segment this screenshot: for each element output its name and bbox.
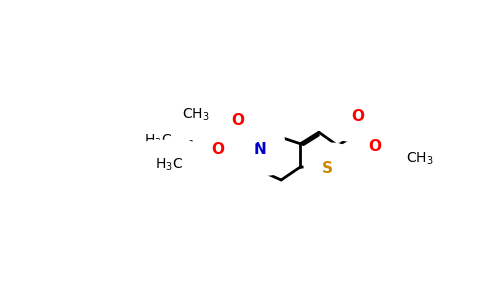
Text: S: S <box>322 161 333 176</box>
Text: O: O <box>231 113 244 128</box>
Text: O: O <box>211 142 224 158</box>
Text: H$_3$C: H$_3$C <box>155 156 183 173</box>
Text: CH$_3$: CH$_3$ <box>406 151 434 167</box>
Text: O: O <box>351 109 364 124</box>
Text: N: N <box>254 142 267 158</box>
Text: O: O <box>369 139 381 154</box>
Text: CH$_3$: CH$_3$ <box>182 106 210 123</box>
Text: H$_3$C: H$_3$C <box>145 133 173 149</box>
